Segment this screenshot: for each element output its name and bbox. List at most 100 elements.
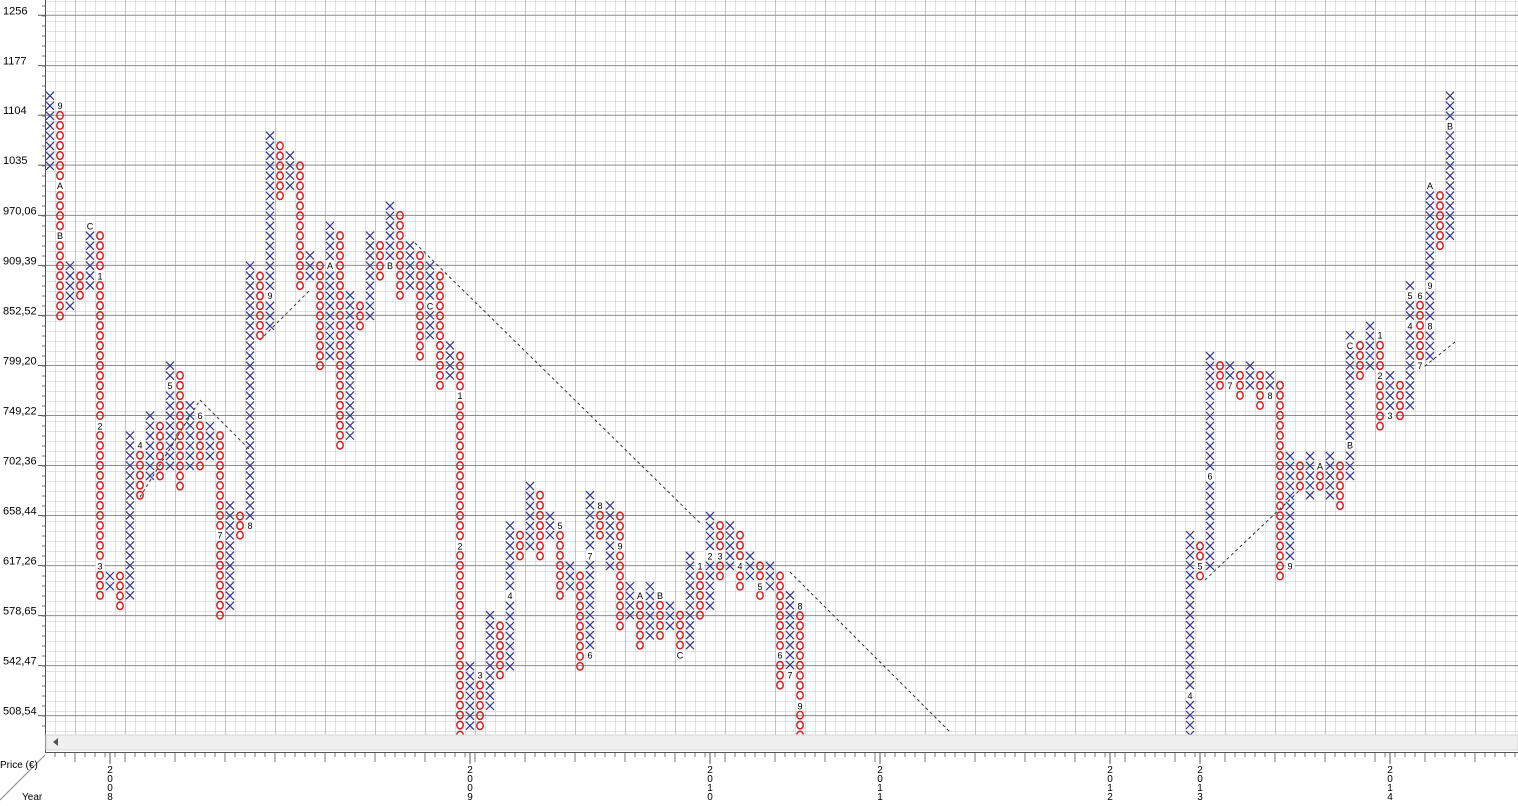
- o-symbol: [796, 680, 804, 690]
- x-symbol: [1445, 211, 1455, 221]
- o-symbol: [216, 560, 224, 570]
- o-symbol: [536, 520, 544, 531]
- x-symbol: [1305, 461, 1315, 471]
- x-column: [225, 501, 235, 611]
- marker-background: [1195, 560, 1205, 571]
- o-symbol: [796, 641, 804, 651]
- x-symbol: [505, 581, 515, 591]
- x-symbol: [165, 461, 175, 471]
- x-symbol: [285, 171, 295, 181]
- month-marker: 2: [97, 422, 102, 432]
- o-symbol: [96, 231, 104, 241]
- x-symbol: [225, 551, 235, 561]
- o-symbol: [96, 291, 104, 301]
- x-symbol: [745, 561, 755, 571]
- x-symbol: [385, 251, 395, 261]
- x-symbol: [245, 481, 255, 490]
- o-symbol: [176, 411, 184, 421]
- scroll-left-arrow[interactable]: [53, 738, 58, 746]
- marker-background: [55, 100, 65, 111]
- x-symbol: [485, 630, 495, 640]
- o-symbol: [376, 261, 384, 271]
- month-marker: 9: [797, 701, 802, 711]
- x-symbol: [245, 471, 255, 481]
- o-symbol: [436, 271, 444, 281]
- marker-background: [675, 649, 685, 660]
- x-symbol: [585, 530, 595, 540]
- o-symbol: [296, 231, 304, 241]
- x-symbol: [305, 251, 315, 261]
- month-marker: 3: [477, 670, 482, 680]
- o-symbol: [96, 430, 104, 441]
- o-symbol: [136, 460, 144, 470]
- x-column: [285, 151, 295, 191]
- scrollbar[interactable]: [45, 734, 1518, 751]
- o-symbol: [1276, 440, 1284, 451]
- x-symbol: [485, 651, 495, 660]
- x-symbol: [265, 251, 275, 261]
- x-symbol: [445, 361, 455, 370]
- o-symbol: [536, 500, 544, 510]
- o-symbol: [456, 660, 464, 670]
- x-symbol: [1185, 680, 1195, 690]
- o-symbol: [1416, 351, 1424, 361]
- o-symbol: [776, 571, 784, 581]
- month-marker: 7: [1227, 381, 1232, 391]
- x-symbol: [225, 501, 235, 510]
- x-symbol: [465, 711, 475, 721]
- month-marker: 9: [267, 291, 272, 301]
- o-symbol: [336, 390, 344, 400]
- x-symbol: [245, 511, 255, 520]
- o-symbol: [456, 411, 464, 421]
- x-symbol: [45, 141, 55, 151]
- o-symbol: [216, 600, 224, 610]
- o-symbol: [116, 591, 124, 601]
- x-symbol: [265, 231, 275, 241]
- x-symbol: [325, 301, 335, 311]
- x-column: 7: [785, 590, 795, 680]
- x-symbol: [1245, 371, 1255, 380]
- o-symbol: [796, 690, 804, 700]
- marker-background: [1205, 470, 1215, 481]
- o-symbol: [1276, 390, 1284, 400]
- trend-line: [1419, 341, 1456, 371]
- x-symbol: [445, 351, 455, 360]
- o-symbol: [1276, 501, 1284, 511]
- x-symbol: [265, 311, 275, 321]
- o-symbol: [436, 311, 444, 321]
- o-symbol: [636, 600, 644, 610]
- y-tick-label: 542,47: [3, 656, 37, 668]
- o-symbol: [96, 540, 104, 550]
- x-symbol: [145, 431, 155, 441]
- o-symbol: [316, 341, 324, 351]
- o-symbol: [496, 660, 504, 670]
- marker-background: [325, 260, 335, 271]
- x-symbol: [765, 561, 775, 571]
- x-symbol: [1365, 341, 1375, 351]
- month-marker: 7: [217, 531, 222, 541]
- o-symbol: [1376, 391, 1384, 401]
- y-tick-label: 749,22: [3, 405, 37, 417]
- o-symbol: [556, 530, 564, 541]
- x-symbol: [1345, 391, 1355, 400]
- x-symbol: [705, 511, 715, 521]
- x-symbol: [1185, 580, 1195, 590]
- month-marker: 4: [507, 591, 512, 601]
- o-symbol: [736, 551, 744, 561]
- o-symbol: [776, 680, 784, 690]
- o-symbol: [56, 241, 64, 251]
- x-symbol: [685, 581, 695, 591]
- o-symbol: [96, 360, 104, 371]
- x-symbol: [505, 571, 515, 581]
- x-symbol: [725, 531, 735, 541]
- x-symbol: [1285, 481, 1295, 491]
- x-column: [365, 231, 375, 321]
- o-symbol: [96, 520, 104, 530]
- o-symbol: [1316, 471, 1324, 481]
- x-column: 5: [165, 361, 175, 471]
- x-symbol: [1205, 521, 1215, 531]
- x-symbol: [1245, 380, 1255, 390]
- o-symbol: [56, 211, 64, 221]
